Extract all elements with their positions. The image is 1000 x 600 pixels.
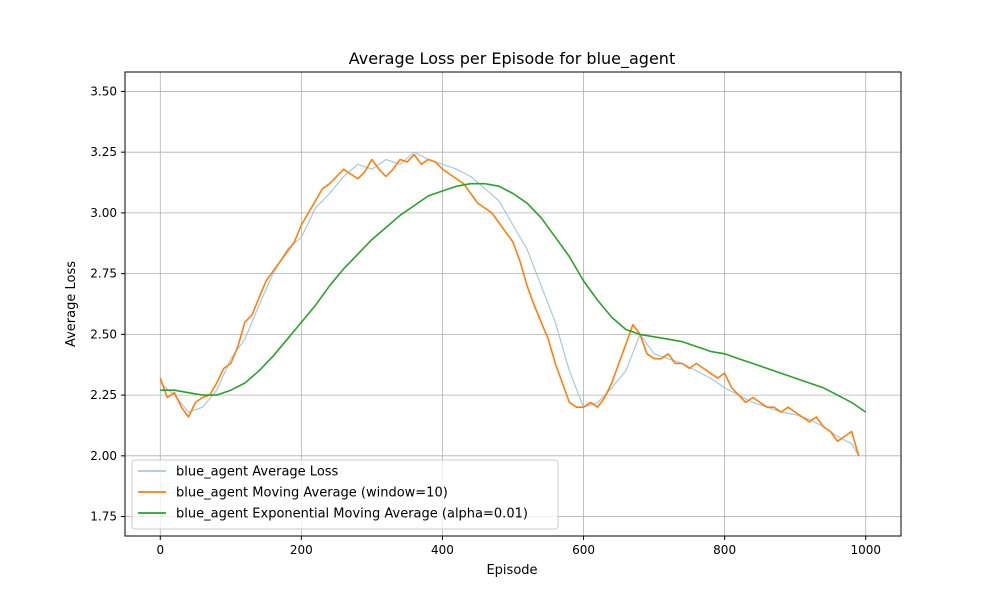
y-tick-label: 3.00 xyxy=(90,206,117,220)
y-tick-label: 3.50 xyxy=(90,84,117,98)
plot-frame xyxy=(124,71,902,537)
x-tick-label: 600 xyxy=(572,543,595,557)
series-line-3 xyxy=(160,182,867,413)
y-axis-title: Average Loss xyxy=(64,261,79,347)
x-tick-label: 0 xyxy=(156,543,164,557)
ticks: 0 200 400 600 800 1000 1.75 2.00 2.25 2.50 2.75 3.0… xyxy=(90,84,881,557)
legend-label-2: blue_agent Moving Average (window=10) xyxy=(176,486,448,501)
x-tick-label: 200 xyxy=(290,543,313,557)
legend-box xyxy=(131,459,559,530)
x-tick-label: 400 xyxy=(431,543,454,557)
y-tick-label: 2.00 xyxy=(90,449,117,463)
legend-label-3: blue_agent Exponential Moving Average (a… xyxy=(176,507,528,522)
grid xyxy=(125,72,901,536)
legend-label-1: blue_agent Average Loss xyxy=(176,465,339,480)
series-layer xyxy=(159,151,867,457)
legend: blue_agent Average Loss blue_agent Moving… xyxy=(131,459,559,530)
x-tick-label: 800 xyxy=(713,543,736,557)
chart-title: Average Loss per Episode for blue_agent xyxy=(349,49,675,69)
y-tick-label: 3.25 xyxy=(90,145,117,159)
x-tick-label: 1000 xyxy=(850,543,881,557)
x-axis-title: Episode xyxy=(486,563,537,578)
y-tick-label: 2.50 xyxy=(90,327,117,341)
series-line-2 xyxy=(159,153,860,457)
y-tick-label: 2.75 xyxy=(90,267,117,281)
y-tick-label: 2.25 xyxy=(90,388,117,402)
y-tick-label: 1.75 xyxy=(90,510,117,524)
